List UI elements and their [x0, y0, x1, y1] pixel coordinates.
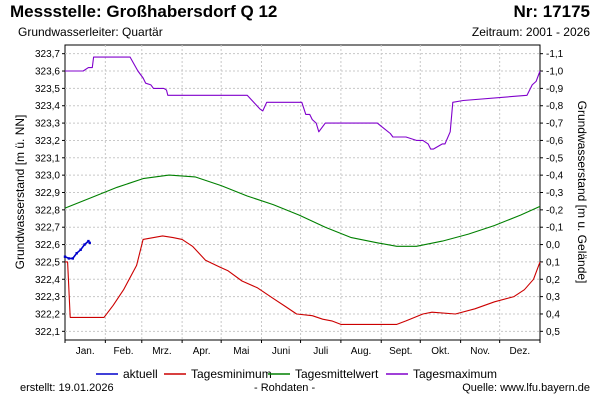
- y-tick-label-right: 0,1: [546, 257, 560, 268]
- y-tick-label-right: 0,5: [546, 327, 560, 338]
- aktuell-point: [67, 257, 71, 260]
- created-date: erstellt: 19.01.2026: [20, 382, 114, 394]
- y-tick-label-left: 323,2: [35, 136, 60, 147]
- y-tick-label-right: -0,4: [546, 171, 564, 182]
- source-link[interactable]: Quelle: www.lfu.bayern.de: [462, 382, 590, 394]
- y-tick-label-right: -0,6: [546, 136, 564, 147]
- y-tick-label-right: 0,0: [546, 240, 560, 251]
- x-tick-label: Jan.: [76, 346, 95, 357]
- x-tick-label: Nov.: [470, 346, 490, 357]
- aktuell-point: [88, 241, 91, 245]
- aktuell-point: [63, 255, 67, 258]
- y-tick-label-left: 323,0: [35, 171, 60, 182]
- y-tick-label-left: 322,1: [35, 327, 60, 338]
- y-tick-label-right: -0,5: [546, 153, 564, 164]
- y-tick-label-right: 0,3: [546, 292, 560, 303]
- series-mean: [64, 174, 541, 247]
- x-tick-label: Dez.: [510, 346, 531, 357]
- aktuell-point: [71, 257, 75, 260]
- y-tick-label-right: -0,8: [546, 101, 564, 112]
- raw-data-note: - Rohdaten -: [254, 382, 316, 394]
- y-tick-label-right: -0,3: [546, 188, 564, 199]
- legend: aktuell Tagesminimum Tagesmittelwert Tagesm…: [96, 367, 497, 381]
- aktuell-point: [79, 248, 82, 251]
- y-tick-label-left: 322,2: [35, 309, 60, 320]
- y-tick-label-left: 323,1: [35, 153, 60, 164]
- legend-label-mean: Tagesmittelwert: [295, 367, 379, 381]
- y-tick-label-right: -0,7: [546, 119, 564, 130]
- x-tick-label: Juli: [313, 346, 328, 357]
- station-title: Messstelle: Großhabersdorf Q 12: [10, 2, 278, 21]
- y-tick-label-left: 322,5: [35, 257, 60, 268]
- y-tick-label-right: -0,2: [546, 205, 564, 216]
- tick-labels: 323,7 -1,1 323,6 -1,0 323,5 -0,9 323,4 -0,8 323,…: [35, 49, 564, 357]
- y-tick-label-right: 0,4: [546, 309, 560, 320]
- x-tick-label: Mrz.: [152, 346, 171, 357]
- x-tick-label: Okt.: [431, 346, 449, 357]
- y-tick-label-left: 323,3: [35, 119, 60, 130]
- aktuell-point: [83, 243, 86, 246]
- y-tick-label-right: -0,9: [546, 84, 564, 95]
- legend-label-min: Tagesminimum: [191, 367, 272, 381]
- y-tick-label-left: 323,6: [35, 67, 60, 78]
- y-tick-label-right: -0,1: [546, 223, 564, 234]
- y-tick-label-left: 322,4: [35, 275, 60, 286]
- series-max: [65, 56, 541, 150]
- station-number: Nr: 17175: [513, 2, 590, 21]
- series-lines: [63, 56, 541, 325]
- y-tick-label-left: 322,9: [35, 188, 60, 199]
- series-min: [65, 235, 541, 325]
- x-tick-label: Mai: [233, 346, 249, 357]
- legend-label-aktuell: aktuell: [123, 367, 158, 381]
- x-tick-label: Feb.: [114, 346, 134, 357]
- x-tick-label: Apr.: [193, 346, 211, 357]
- y-tick-label-left: 323,5: [35, 84, 60, 95]
- period-label: Zeitraum: 2001 - 2026: [471, 25, 590, 39]
- y-tick-label-right: 0,2: [546, 275, 560, 286]
- y-tick-label-left: 322,3: [35, 292, 60, 303]
- x-tick-label: Sept.: [389, 346, 412, 357]
- y-tick-label-left: 323,7: [35, 49, 60, 60]
- y-tick-label-left: 322,8: [35, 205, 60, 216]
- legend-label-max: Tagesmaximum: [413, 367, 497, 381]
- x-tick-label: Juni: [272, 346, 290, 357]
- y-tick-label-left: 322,7: [35, 223, 60, 234]
- aquifer-label: Grundwasserleiter: Quartär: [18, 25, 163, 39]
- y-tick-label-left: 323,4: [35, 101, 60, 112]
- aktuell-point: [75, 252, 78, 255]
- y-tick-label-right: -1,1: [546, 49, 564, 60]
- y-axis-label-left: Grundwasserstand [m ü. NN]: [13, 115, 27, 270]
- y-tick-label-left: 322,6: [35, 240, 60, 251]
- y-tick-label-right: -1,0: [546, 67, 564, 78]
- x-tick-label: Aug.: [351, 346, 372, 357]
- y-axis-label-right: Grundwasserstand [m u. Gelände]: [575, 101, 589, 284]
- aktuell-point: [87, 239, 90, 243]
